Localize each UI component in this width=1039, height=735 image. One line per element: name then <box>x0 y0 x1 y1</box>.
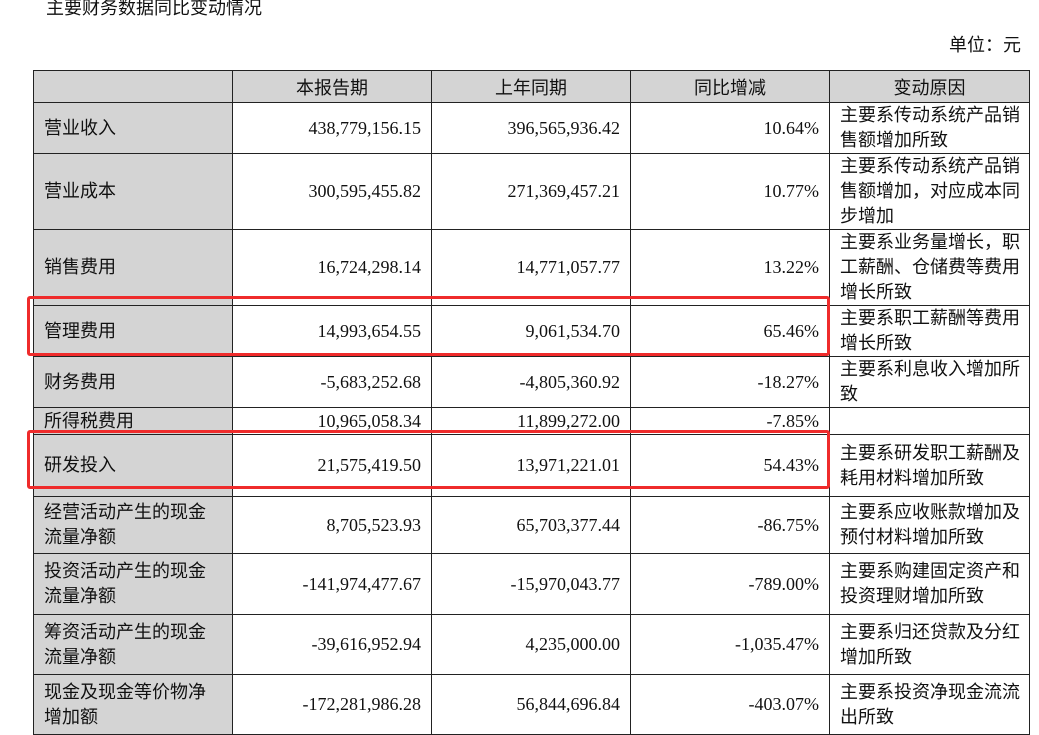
table-row: 投资活动产生的现金流量净额 -141,974,477.67 -15,970,04… <box>33 553 1030 615</box>
previous-value: -15,970,043.77 <box>431 553 631 615</box>
page-title: 主要财务数据同比变动情况 <box>46 0 262 19</box>
current-value: -172,281,986.28 <box>232 674 432 735</box>
row-label: 筹资活动产生的现金流量净额 <box>33 614 233 675</box>
row-label: 投资活动产生的现金流量净额 <box>33 553 233 615</box>
previous-value: 11,899,272.00 <box>431 407 631 435</box>
table-row: 筹资活动产生的现金流量净额 -39,616,952.94 4,235,000.0… <box>33 614 1030 675</box>
row-label: 管理费用 <box>33 305 233 357</box>
table-row: 研发投入 21,575,419.50 13,971,221.01 54.43% … <box>33 434 1030 497</box>
change-value: -789.00% <box>630 553 830 615</box>
previous-value: 396,565,936.42 <box>431 102 631 154</box>
change-value: 13.22% <box>630 229 830 306</box>
change-value: 10.64% <box>630 102 830 154</box>
row-label: 所得税费用 <box>33 407 233 435</box>
change-value: 65.46% <box>630 305 830 357</box>
table-row: 现金及现金等价物净增加额 -172,281,986.28 56,844,696.… <box>33 674 1030 735</box>
financial-table: 本报告期 上年同期 同比增减 变动原因 营业收入 438,779,156.15 … <box>33 70 1030 735</box>
reason-text: 主要系职工薪酬等费用增长所致 <box>829 305 1030 357</box>
current-value: 21,575,419.50 <box>232 434 432 497</box>
header-reason: 变动原因 <box>829 70 1030 103</box>
previous-value: 13,971,221.01 <box>431 434 631 497</box>
current-value: -141,974,477.67 <box>232 553 432 615</box>
header-yoy-change: 同比增减 <box>630 70 830 103</box>
reason-text: 主要系研发职工薪酬及耗用材料增加所致 <box>829 434 1030 497</box>
row-label: 经营活动产生的现金流量净额 <box>33 496 233 554</box>
current-value: 8,705,523.93 <box>232 496 432 554</box>
current-value: 10,965,058.34 <box>232 407 432 435</box>
reason-text: 主要系购建固定资产和投资理财增加所致 <box>829 553 1030 615</box>
reason-text: 主要系传动系统产品销售额增加，对应成本同步增加 <box>829 153 1030 230</box>
header-corner <box>33 70 233 103</box>
header-previous-period: 上年同期 <box>431 70 631 103</box>
previous-value: -4,805,360.92 <box>431 356 631 408</box>
change-value: -18.27% <box>630 356 830 408</box>
current-value: 300,595,455.82 <box>232 153 432 230</box>
table-row: 营业收入 438,779,156.15 396,565,936.42 10.64… <box>33 102 1030 154</box>
table-header-row: 本报告期 上年同期 同比增减 变动原因 <box>33 70 1030 103</box>
reason-text <box>829 407 1030 435</box>
reason-text: 主要系应收账款增加及预付材料增加所致 <box>829 496 1030 554</box>
current-value: 14,993,654.55 <box>232 305 432 357</box>
previous-value: 65,703,377.44 <box>431 496 631 554</box>
change-value: -403.07% <box>630 674 830 735</box>
current-value: -5,683,252.68 <box>232 356 432 408</box>
unit-label: 单位：元 <box>949 35 1021 56</box>
reason-text: 主要系利息收入增加所致 <box>829 356 1030 408</box>
table-row: 财务费用 -5,683,252.68 -4,805,360.92 -18.27%… <box>33 356 1030 408</box>
header-current-period: 本报告期 <box>232 70 432 103</box>
previous-value: 4,235,000.00 <box>431 614 631 675</box>
table-row: 销售费用 16,724,298.14 14,771,057.77 13.22% … <box>33 229 1030 306</box>
current-value: 16,724,298.14 <box>232 229 432 306</box>
row-label: 销售费用 <box>33 229 233 306</box>
table-row: 营业成本 300,595,455.82 271,369,457.21 10.77… <box>33 153 1030 230</box>
previous-value: 9,061,534.70 <box>431 305 631 357</box>
previous-value: 56,844,696.84 <box>431 674 631 735</box>
table-row: 管理费用 14,993,654.55 9,061,534.70 65.46% 主… <box>33 305 1030 357</box>
reason-text: 主要系投资净现金流流出所致 <box>829 674 1030 735</box>
row-label: 财务费用 <box>33 356 233 408</box>
row-label: 现金及现金等价物净增加额 <box>33 674 233 735</box>
reason-text: 主要系传动系统产品销售额增加所致 <box>829 102 1030 154</box>
current-value: 438,779,156.15 <box>232 102 432 154</box>
table-row: 经营活动产生的现金流量净额 8,705,523.93 65,703,377.44… <box>33 496 1030 554</box>
table-row: 所得税费用 10,965,058.34 11,899,272.00 -7.85% <box>33 407 1030 435</box>
previous-value: 14,771,057.77 <box>431 229 631 306</box>
change-value: -86.75% <box>630 496 830 554</box>
current-value: -39,616,952.94 <box>232 614 432 675</box>
row-label: 研发投入 <box>33 434 233 497</box>
row-label: 营业收入 <box>33 102 233 154</box>
change-value: 10.77% <box>630 153 830 230</box>
reason-text: 主要系业务量增长，职工薪酬、仓储费等费用增长所致 <box>829 229 1030 306</box>
change-value: -7.85% <box>630 407 830 435</box>
reason-text: 主要系归还贷款及分红增加所致 <box>829 614 1030 675</box>
change-value: -1,035.47% <box>630 614 830 675</box>
previous-value: 271,369,457.21 <box>431 153 631 230</box>
row-label: 营业成本 <box>33 153 233 230</box>
change-value: 54.43% <box>630 434 830 497</box>
